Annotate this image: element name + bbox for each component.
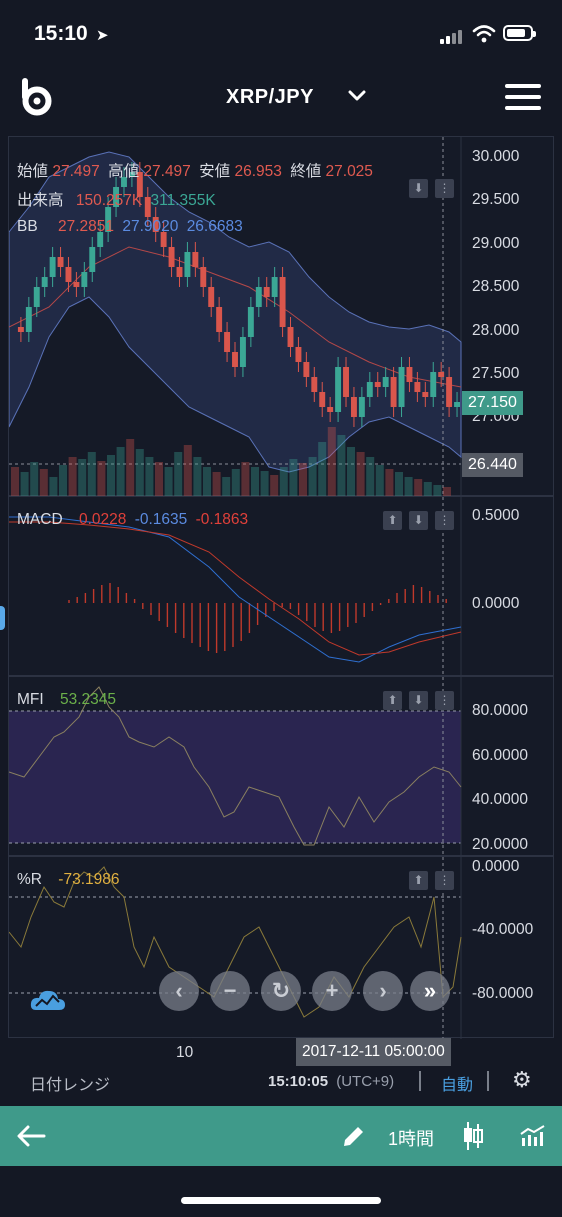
macd-value-2: -0.1635 [134, 511, 188, 528]
mfi-panel[interactable]: MFI 53.2345 ⬆ ⬇ ⋮ [8, 676, 554, 857]
crosshair-price-tag: 26.440 [462, 453, 523, 477]
hamburger-menu-button[interactable] [505, 84, 541, 110]
candles [17, 162, 460, 427]
chevron-down-icon[interactable] [348, 86, 366, 106]
macd-axis-tick: 0.5000 [472, 507, 520, 524]
close-label: 終値 [290, 163, 322, 180]
scroll-to-latest-button[interactable]: » [410, 971, 450, 1011]
back-arrow-icon[interactable] [16, 1124, 46, 1148]
pair-selector-label[interactable]: XRP/JPY [226, 86, 314, 108]
mfi-axis-tick: 60.0000 [472, 747, 529, 764]
macd-panel[interactable]: MACD 0.0228 -0.1635 -0.1863 ⬆ ⬇ ⋮ [8, 496, 554, 677]
volume-label: 出来高 [17, 192, 64, 209]
clock-time: 15:10:05 [268, 1073, 329, 1090]
settings-gear-icon[interactable]: ⚙ [512, 1067, 532, 1092]
panel-options-button[interactable]: ⋮ [435, 179, 454, 198]
divider [487, 1071, 489, 1091]
battery-icon [503, 25, 536, 41]
panel-options-button[interactable]: ⋮ [435, 871, 454, 890]
status-time: 15:10 [34, 22, 88, 45]
divider [419, 1071, 421, 1091]
location-arrow-icon: ➤ [96, 27, 109, 44]
move-up-button[interactable]: ⬆ [383, 691, 402, 710]
cellular-signal-icon [440, 28, 466, 44]
volume-value-1: 150.257K [75, 192, 143, 209]
price-axis-tick: 28.500 [472, 278, 520, 295]
pencil-icon[interactable] [340, 1124, 366, 1150]
bottom-toolbar: 1時間 [0, 1106, 562, 1166]
move-up-button[interactable]: ⬆ [383, 511, 402, 530]
time-axis-tick: 10 [176, 1044, 194, 1061]
bb-label: BB [17, 218, 38, 235]
open-value: 27.497 [52, 163, 100, 180]
mfi-value: 53.2345 [60, 691, 117, 708]
move-down-button[interactable]: ⬇ [409, 691, 428, 710]
auto-scale-button[interactable]: 自動 [441, 1077, 474, 1094]
wifi-icon [472, 25, 496, 43]
timeframe-selector[interactable]: 1時間 [388, 1129, 435, 1149]
price-axis-tick: 28.000 [472, 322, 520, 339]
crosshair-time-tag: 2017-12-11 05:00:00 [296, 1038, 451, 1066]
panel-options-button[interactable]: ⋮ [435, 511, 454, 530]
cloud-chart-icon[interactable] [30, 986, 66, 1012]
date-range-button[interactable]: 日付レンジ [30, 1077, 111, 1094]
home-indicator [181, 1197, 381, 1204]
bb-value-1: 27.2851 [58, 218, 115, 235]
close-value: 27.025 [325, 163, 373, 180]
macd-chart [9, 497, 462, 677]
panel-options-button[interactable]: ⋮ [435, 691, 454, 710]
open-label: 始値 [17, 163, 49, 180]
wr-axis-tick: -40.0000 [472, 921, 534, 938]
mfi-axis-tick: 40.0000 [472, 791, 529, 808]
price-axis-tick: 27.500 [472, 365, 520, 382]
reset-zoom-button[interactable]: ↻ [261, 971, 301, 1011]
timezone-label: (UTC+9) [336, 1073, 395, 1090]
scroll-right-button[interactable]: › [363, 971, 403, 1011]
indicators-icon[interactable] [520, 1124, 546, 1148]
current-price-tag: 27.150 [462, 391, 523, 415]
mfi-label: MFI [17, 691, 44, 708]
volume-bars [11, 427, 451, 497]
macd-value-1: 0.0228 [78, 511, 127, 528]
macd-histogram [68, 583, 447, 653]
price-axis-tick: 29.500 [472, 191, 520, 208]
low-label: 安値 [199, 163, 231, 180]
move-up-button[interactable]: ⬆ [409, 871, 428, 890]
wr-axis-tick: 0.0000 [472, 858, 520, 875]
price-axis-tick: 30.000 [472, 148, 520, 165]
move-down-button[interactable]: ⬇ [409, 511, 428, 530]
zoom-in-button[interactable]: + [312, 971, 352, 1011]
macd-axis-tick: 0.0000 [472, 595, 520, 612]
williams-r-value: -73.1986 [58, 871, 120, 888]
scroll-left-button[interactable]: ‹ [159, 971, 199, 1011]
side-drawer-handle[interactable] [0, 606, 5, 630]
mfi-axis-tick: 20.0000 [472, 836, 529, 853]
candlestick-type-icon[interactable] [462, 1120, 484, 1152]
high-value: 27.497 [143, 163, 191, 180]
bb-value-3: 26.6683 [186, 218, 243, 235]
clock-display: 15:10:05 (UTC+9) [268, 1073, 394, 1090]
volume-value-2: 311.355K [150, 192, 216, 209]
high-label: 高値 [108, 163, 140, 180]
macd-value-3: -0.1863 [195, 511, 249, 528]
mfi-axis-tick: 80.0000 [472, 702, 529, 719]
bb-value-2: 27.9020 [122, 218, 179, 235]
price-chart-panel[interactable]: 始値 27.497 高値 27.497 安値 26.953 終値 27.025 … [8, 136, 554, 497]
price-axis-tick: 29.000 [472, 235, 520, 252]
low-value: 26.953 [234, 163, 282, 180]
bitbank-logo[interactable] [18, 78, 52, 116]
macd-label: MACD [17, 511, 63, 528]
candlestick-chart [9, 137, 462, 497]
zoom-out-button[interactable]: − [210, 971, 250, 1011]
wr-axis-tick: -80.0000 [472, 985, 534, 1002]
move-down-button[interactable]: ⬇ [409, 179, 428, 198]
williams-r-label: %R [17, 871, 42, 888]
